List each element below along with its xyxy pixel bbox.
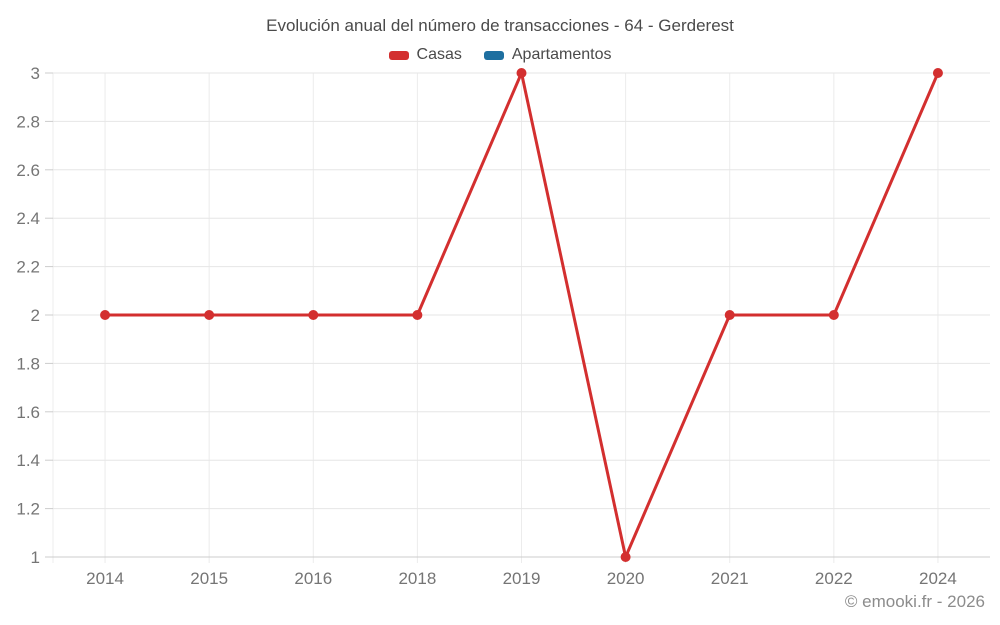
x-tick-label: 2020 bbox=[607, 569, 645, 588]
data-point-casas[interactable] bbox=[204, 310, 215, 320]
x-tick-label: 2019 bbox=[503, 569, 541, 588]
y-tick-label: 1.6 bbox=[16, 403, 40, 422]
x-tick-label: 2021 bbox=[711, 569, 749, 588]
x-tick-label: 2024 bbox=[919, 569, 957, 588]
data-point-casas[interactable] bbox=[620, 552, 631, 562]
apartamentos-series-swatch-icon bbox=[483, 50, 504, 60]
y-tick-label: 2 bbox=[31, 306, 40, 325]
data-point-casas[interactable] bbox=[932, 68, 943, 78]
x-tick-label: 2022 bbox=[815, 569, 853, 588]
data-point-casas[interactable] bbox=[100, 310, 111, 320]
data-point-casas[interactable] bbox=[308, 310, 319, 320]
legend-label-casas: Casas bbox=[416, 46, 462, 63]
copyright-watermark: © emooki.fr - 2026 bbox=[844, 592, 985, 611]
data-point-casas[interactable] bbox=[516, 68, 527, 78]
data-point-casas[interactable] bbox=[412, 310, 423, 320]
y-tick-label: 3 bbox=[31, 64, 40, 83]
legend-item-casas[interactable]: Casas bbox=[388, 46, 462, 64]
casas-series-swatch-icon bbox=[388, 50, 409, 60]
legend-item-apartamentos[interactable]: Apartamentos bbox=[483, 46, 612, 64]
y-tick-label: 2.4 bbox=[16, 209, 40, 228]
x-tick-label: 2016 bbox=[294, 569, 332, 588]
x-tick-label: 2015 bbox=[190, 569, 228, 588]
y-tick-label: 2.8 bbox=[16, 112, 40, 131]
y-tick-label: 1.8 bbox=[16, 354, 40, 373]
y-tick-label: 1.2 bbox=[16, 500, 40, 519]
legend-label-apartamentos: Apartamentos bbox=[511, 46, 612, 63]
data-point-casas[interactable] bbox=[724, 310, 735, 320]
legend: Casas Apartamentos bbox=[0, 46, 1000, 64]
y-tick-label: 1 bbox=[31, 548, 40, 567]
chart-title: Evolución anual del número de transaccio… bbox=[266, 16, 734, 35]
data-point-casas[interactable] bbox=[828, 310, 839, 320]
y-tick-label: 2.2 bbox=[16, 258, 40, 277]
x-tick-label: 2014 bbox=[86, 569, 124, 588]
y-tick-label: 1.4 bbox=[16, 451, 40, 470]
y-tick-label: 2.6 bbox=[16, 161, 40, 180]
x-tick-label: 2018 bbox=[398, 569, 436, 588]
